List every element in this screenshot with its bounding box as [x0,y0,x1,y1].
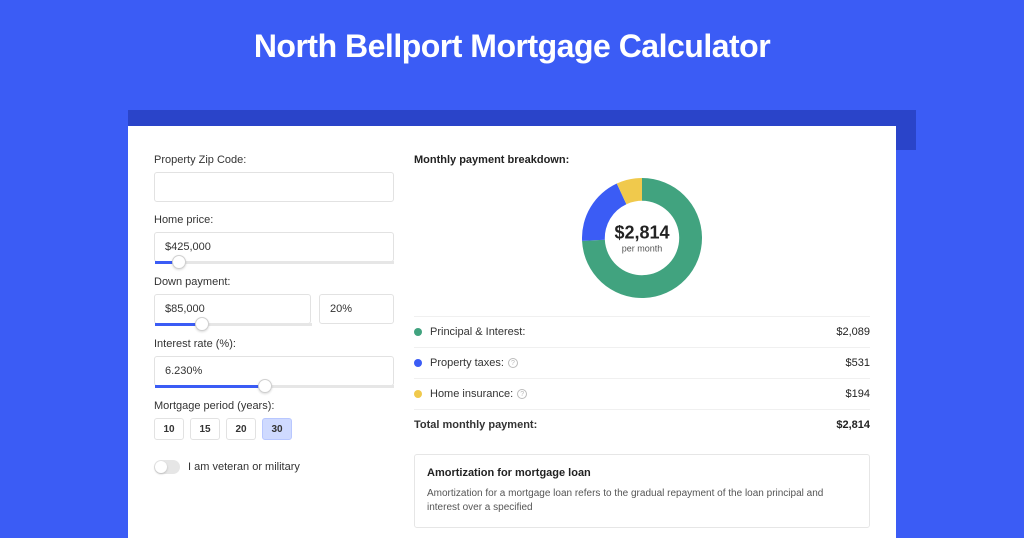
period-15-button[interactable]: 15 [190,418,220,440]
legend-row-taxes: Property taxes: ? $531 [414,347,870,378]
home-price-slider[interactable] [155,261,394,264]
veteran-row: I am veteran or military [154,460,394,474]
legend-value: $2,089 [836,326,870,338]
legend-row-insurance: Home insurance: ? $194 [414,378,870,409]
legend-value: $531 [846,357,870,369]
legend-label: Property taxes: [430,357,504,369]
legend-row-total: Total monthly payment: $2,814 [414,409,870,440]
amortization-title: Amortization for mortgage loan [427,467,857,479]
interest-group: Interest rate (%): [154,338,394,388]
slider-fill [155,385,265,388]
breakdown-column: Monthly payment breakdown: $2,814 per mo… [414,154,870,528]
zip-label: Property Zip Code: [154,154,394,166]
interest-label: Interest rate (%): [154,338,394,350]
period-group: Mortgage period (years): 10 15 20 30 [154,400,394,440]
home-price-input[interactable] [154,232,394,262]
legend-label: Principal & Interest: [430,326,525,338]
page-title: North Bellport Mortgage Calculator [0,0,1024,65]
breakdown-title: Monthly payment breakdown: [414,154,870,166]
down-payment-percent-input[interactable] [319,294,394,324]
legend-value: $2,814 [836,419,870,431]
interest-slider[interactable] [155,385,394,388]
toggle-knob [155,461,167,473]
payment-donut-chart: $2,814 per month [582,178,702,298]
legend-dot [414,359,422,367]
period-label: Mortgage period (years): [154,400,394,412]
zip-input[interactable] [154,172,394,202]
info-icon[interactable]: ? [517,389,527,399]
donut-value: $2,814 [614,223,669,244]
period-30-button[interactable]: 30 [262,418,292,440]
amortization-box: Amortization for mortgage loan Amortizat… [414,454,870,528]
down-payment-amount-input[interactable] [154,294,311,324]
home-price-group: Home price: [154,214,394,264]
slider-thumb[interactable] [258,379,272,393]
legend-label: Total monthly payment: [414,419,537,431]
calculator-card: Property Zip Code: Home price: Down paym… [128,126,896,538]
legend-dot [414,328,422,336]
interest-input[interactable] [154,356,394,386]
info-icon[interactable]: ? [508,358,518,368]
veteran-label: I am veteran or military [188,461,300,473]
down-payment-group: Down payment: [154,276,394,326]
down-payment-slider[interactable] [155,323,312,326]
form-column: Property Zip Code: Home price: Down paym… [154,154,394,528]
amortization-text: Amortization for a mortgage loan refers … [427,487,857,515]
donut-center: $2,814 per month [614,223,669,254]
legend-dot [414,390,422,398]
period-options: 10 15 20 30 [154,418,394,440]
zip-group: Property Zip Code: [154,154,394,202]
legend-value: $194 [846,388,870,400]
home-price-label: Home price: [154,214,394,226]
period-10-button[interactable]: 10 [154,418,184,440]
period-20-button[interactable]: 20 [226,418,256,440]
legend-row-principal: Principal & Interest: $2,089 [414,316,870,347]
slider-thumb[interactable] [195,317,209,331]
veteran-toggle[interactable] [154,460,180,474]
down-payment-label: Down payment: [154,276,394,288]
legend-label: Home insurance: [430,388,513,400]
donut-sub: per month [614,244,669,254]
slider-thumb[interactable] [172,255,186,269]
